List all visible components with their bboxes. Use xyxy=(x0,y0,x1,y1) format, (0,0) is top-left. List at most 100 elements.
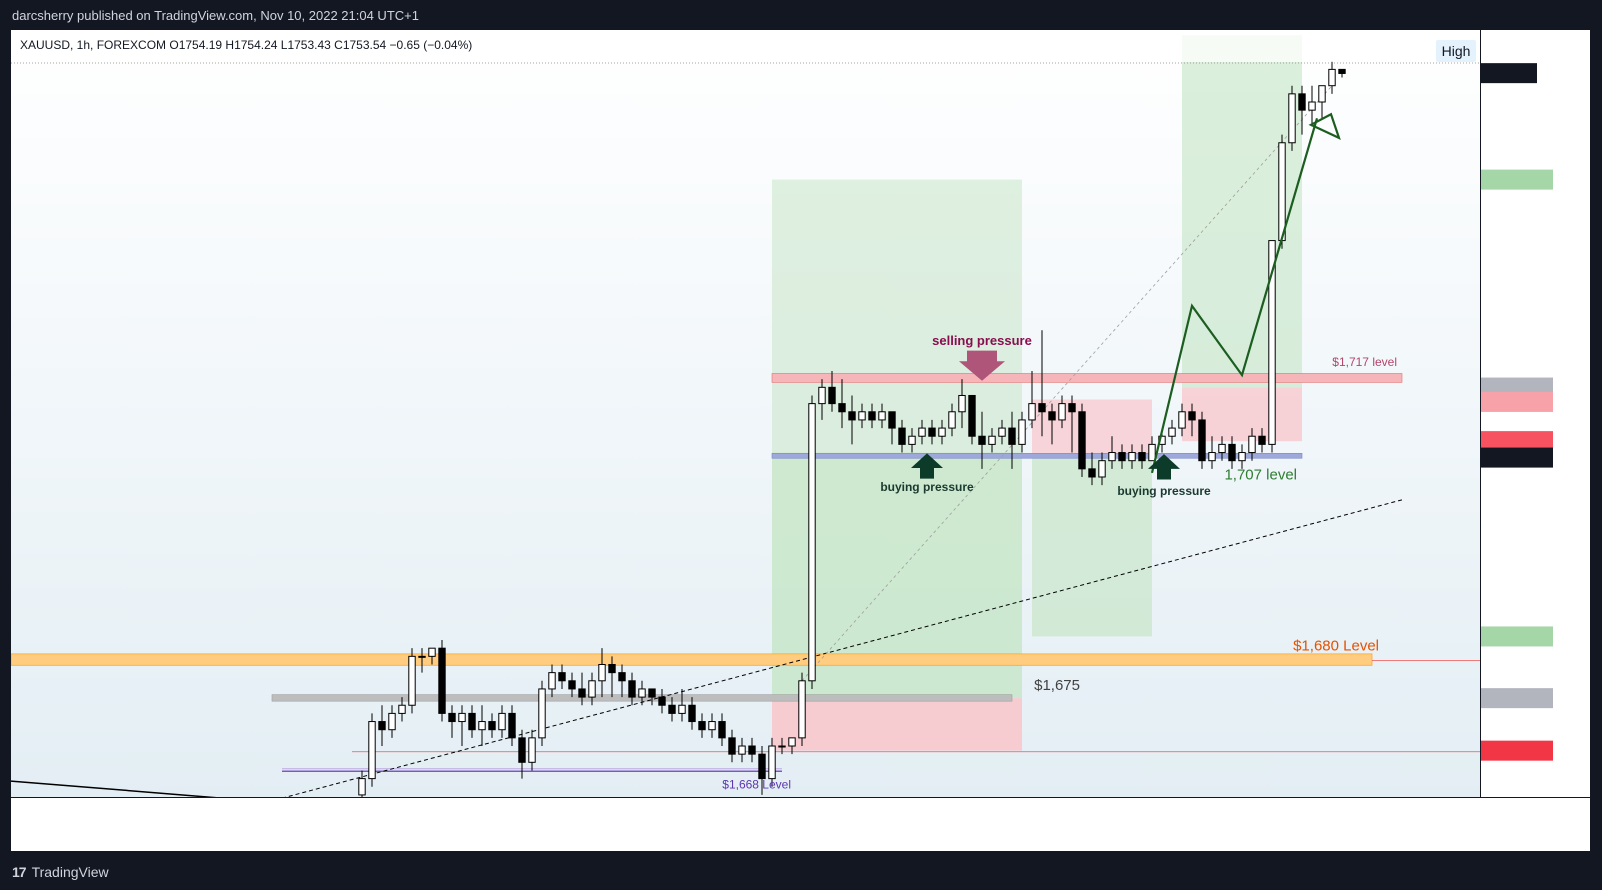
candle-body-bull xyxy=(358,778,366,796)
candle xyxy=(938,419,946,445)
candle-body-bull xyxy=(478,721,486,731)
candle-body-bear xyxy=(568,680,576,690)
candle-body-bear xyxy=(978,435,986,445)
candle xyxy=(998,419,1006,445)
candle xyxy=(708,713,716,738)
candle xyxy=(988,428,996,453)
candle-body-bear xyxy=(1188,411,1196,421)
candle xyxy=(1168,419,1176,445)
candle-body-bear xyxy=(448,712,456,723)
candle xyxy=(888,411,896,445)
candle xyxy=(418,648,426,673)
price-tag-bg xyxy=(1481,391,1553,412)
candle-body-bear xyxy=(898,427,906,445)
candle xyxy=(428,647,436,665)
candle xyxy=(1178,403,1186,437)
candle-body-bear xyxy=(1258,435,1266,445)
candle-body-bear xyxy=(488,721,496,731)
candle xyxy=(658,688,666,714)
candle xyxy=(688,697,696,730)
candle xyxy=(588,672,596,706)
long-position-2-profit-zone xyxy=(1032,457,1152,637)
chart-frame[interactable]: selling pressure buying pressure buying pr… xyxy=(11,30,1590,851)
candle xyxy=(838,379,846,429)
candle xyxy=(1108,436,1116,469)
candle xyxy=(748,737,756,763)
countdown-tag-bg xyxy=(1481,63,1537,84)
buying-pressure-arrow-1-icon xyxy=(911,453,943,479)
price-tag-bg xyxy=(1481,626,1553,647)
candle xyxy=(568,672,576,698)
candle xyxy=(1208,436,1216,469)
candle-body-bear xyxy=(728,737,736,755)
candle xyxy=(958,379,966,429)
candle xyxy=(478,705,486,747)
candle xyxy=(788,737,796,755)
candle xyxy=(1118,444,1126,469)
brand-label: TradingView xyxy=(31,864,109,880)
candle-body-bull xyxy=(788,737,796,747)
candle-body-bull xyxy=(778,745,786,748)
candle xyxy=(378,705,386,747)
price-tag-bg xyxy=(1481,169,1553,190)
candle-body-bear xyxy=(868,411,876,421)
candle-body-bull xyxy=(818,386,826,405)
level-1717-band xyxy=(771,373,1403,383)
candle-body-bear xyxy=(508,712,516,739)
candle xyxy=(928,419,936,445)
candle xyxy=(368,713,376,787)
projected-path-arrowhead xyxy=(1308,112,1341,140)
candle xyxy=(798,672,806,747)
candle xyxy=(1138,444,1146,469)
candle xyxy=(918,419,926,445)
candle-body-bull xyxy=(368,721,376,780)
candle-body-bull xyxy=(1308,101,1316,111)
candle-body-bull xyxy=(548,672,556,690)
candle-body-bull xyxy=(1028,403,1036,421)
price-tag-bg xyxy=(1481,431,1553,452)
long-position-2-stop-zone xyxy=(1032,399,1152,458)
candle xyxy=(908,428,916,453)
candle-body-bear xyxy=(438,647,446,714)
level-1717-label: $1,717 level xyxy=(1332,355,1397,369)
candle xyxy=(628,672,636,706)
candle xyxy=(458,705,466,747)
candle xyxy=(448,705,456,738)
high-button[interactable] xyxy=(1436,40,1476,62)
candle-body-bear xyxy=(968,394,976,437)
candle-body-bull xyxy=(1248,435,1256,454)
candle-body-bull xyxy=(998,427,1006,437)
candle xyxy=(858,403,866,429)
candle-body-bear xyxy=(518,737,526,763)
axis-layer xyxy=(11,30,1590,851)
candle xyxy=(818,379,826,420)
candle-body-bear xyxy=(1048,411,1056,421)
footer-brand[interactable]: 17 TradingView xyxy=(12,864,109,880)
candle-body-bear xyxy=(1088,468,1096,478)
candle-body-bull xyxy=(388,712,396,731)
candle-body-bull xyxy=(1108,452,1116,462)
candle xyxy=(388,705,396,738)
candle xyxy=(468,705,476,738)
candle xyxy=(848,395,856,445)
level-1680-band xyxy=(11,653,1373,666)
high-button-bg xyxy=(1436,40,1476,62)
candle-body-bear xyxy=(1078,411,1086,470)
candle-body-bear xyxy=(698,721,706,731)
candlestick-chart[interactable]: selling pressure buying pressure buying pr… xyxy=(11,30,1590,851)
price-tag-bg xyxy=(1481,740,1553,761)
tradingview-logo-icon: 17 xyxy=(12,864,27,880)
candle xyxy=(608,656,616,698)
selling-pressure-arrow-icon xyxy=(959,350,1005,381)
candle-body-bear xyxy=(1038,403,1046,413)
selling-pressure-label: selling pressure xyxy=(932,333,1032,348)
candle xyxy=(758,746,766,795)
candle xyxy=(438,640,446,722)
candle-body-bear xyxy=(378,721,386,731)
candle-body-bull xyxy=(878,411,886,421)
candle-body-bull xyxy=(948,411,956,429)
candle-body-bull xyxy=(498,712,506,731)
candle xyxy=(1058,395,1066,429)
candle xyxy=(1128,444,1136,469)
candle-body-bear xyxy=(468,712,476,731)
